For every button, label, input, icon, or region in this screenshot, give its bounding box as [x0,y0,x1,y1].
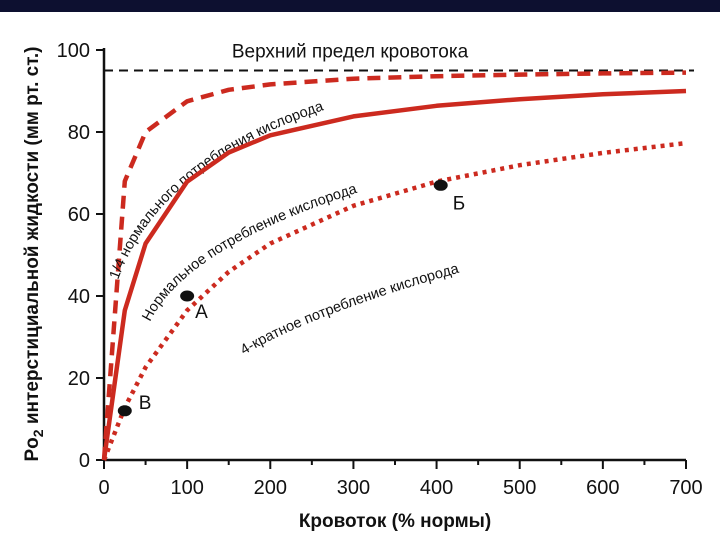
ceiling-label: Верхний предел кровотока [232,42,469,63]
y-axis-title-subscript: 2 [30,429,46,437]
series-line-quarter-consumption [101,70,687,461]
point-label: Б [453,193,465,214]
x-tick-label: 600 [586,477,619,499]
y-tick-label: 0 [79,450,90,472]
y-axis-title-rest: интерстициальной жидкости (мм рт. ст.) [22,47,43,430]
y-tick-label: 60 [68,204,90,226]
series-label-text-quadruple-consumption: 4-кратное потребление кислорода [238,261,462,359]
x-tick-label: 300 [337,477,370,499]
series-line-normal-consumption [101,88,687,461]
point-label: А [195,302,208,323]
point-marker [433,179,448,191]
y-axis-title: Po2 интерстициальной жидкости (мм рт. ст… [22,47,46,462]
point-marker [180,290,195,302]
series-label-quadruple-consumption: 4-кратное потребление кислорода [238,261,462,359]
y-tick-label: 80 [68,122,90,144]
series-line-quadruple-consumption [101,140,687,461]
x-tick-label: 700 [669,477,702,499]
y-axis-title-main: Po [22,437,43,461]
x-tick-label: 0 [98,477,109,499]
y-tick-label: 100 [57,40,90,62]
series-label-guide-quadruple-consumption [244,254,532,355]
x-tick-label: 500 [503,477,536,499]
x-axis-title: Кровоток (% нормы) [299,511,491,532]
y-tick-label: 20 [68,368,90,390]
point-marker [117,405,132,417]
x-tick-label: 100 [170,477,203,499]
x-tick-label: 400 [420,477,453,499]
point-label: В [139,393,152,414]
top-bar [0,0,720,12]
x-tick-label: 200 [254,477,287,499]
y-tick-label: 40 [68,286,90,308]
